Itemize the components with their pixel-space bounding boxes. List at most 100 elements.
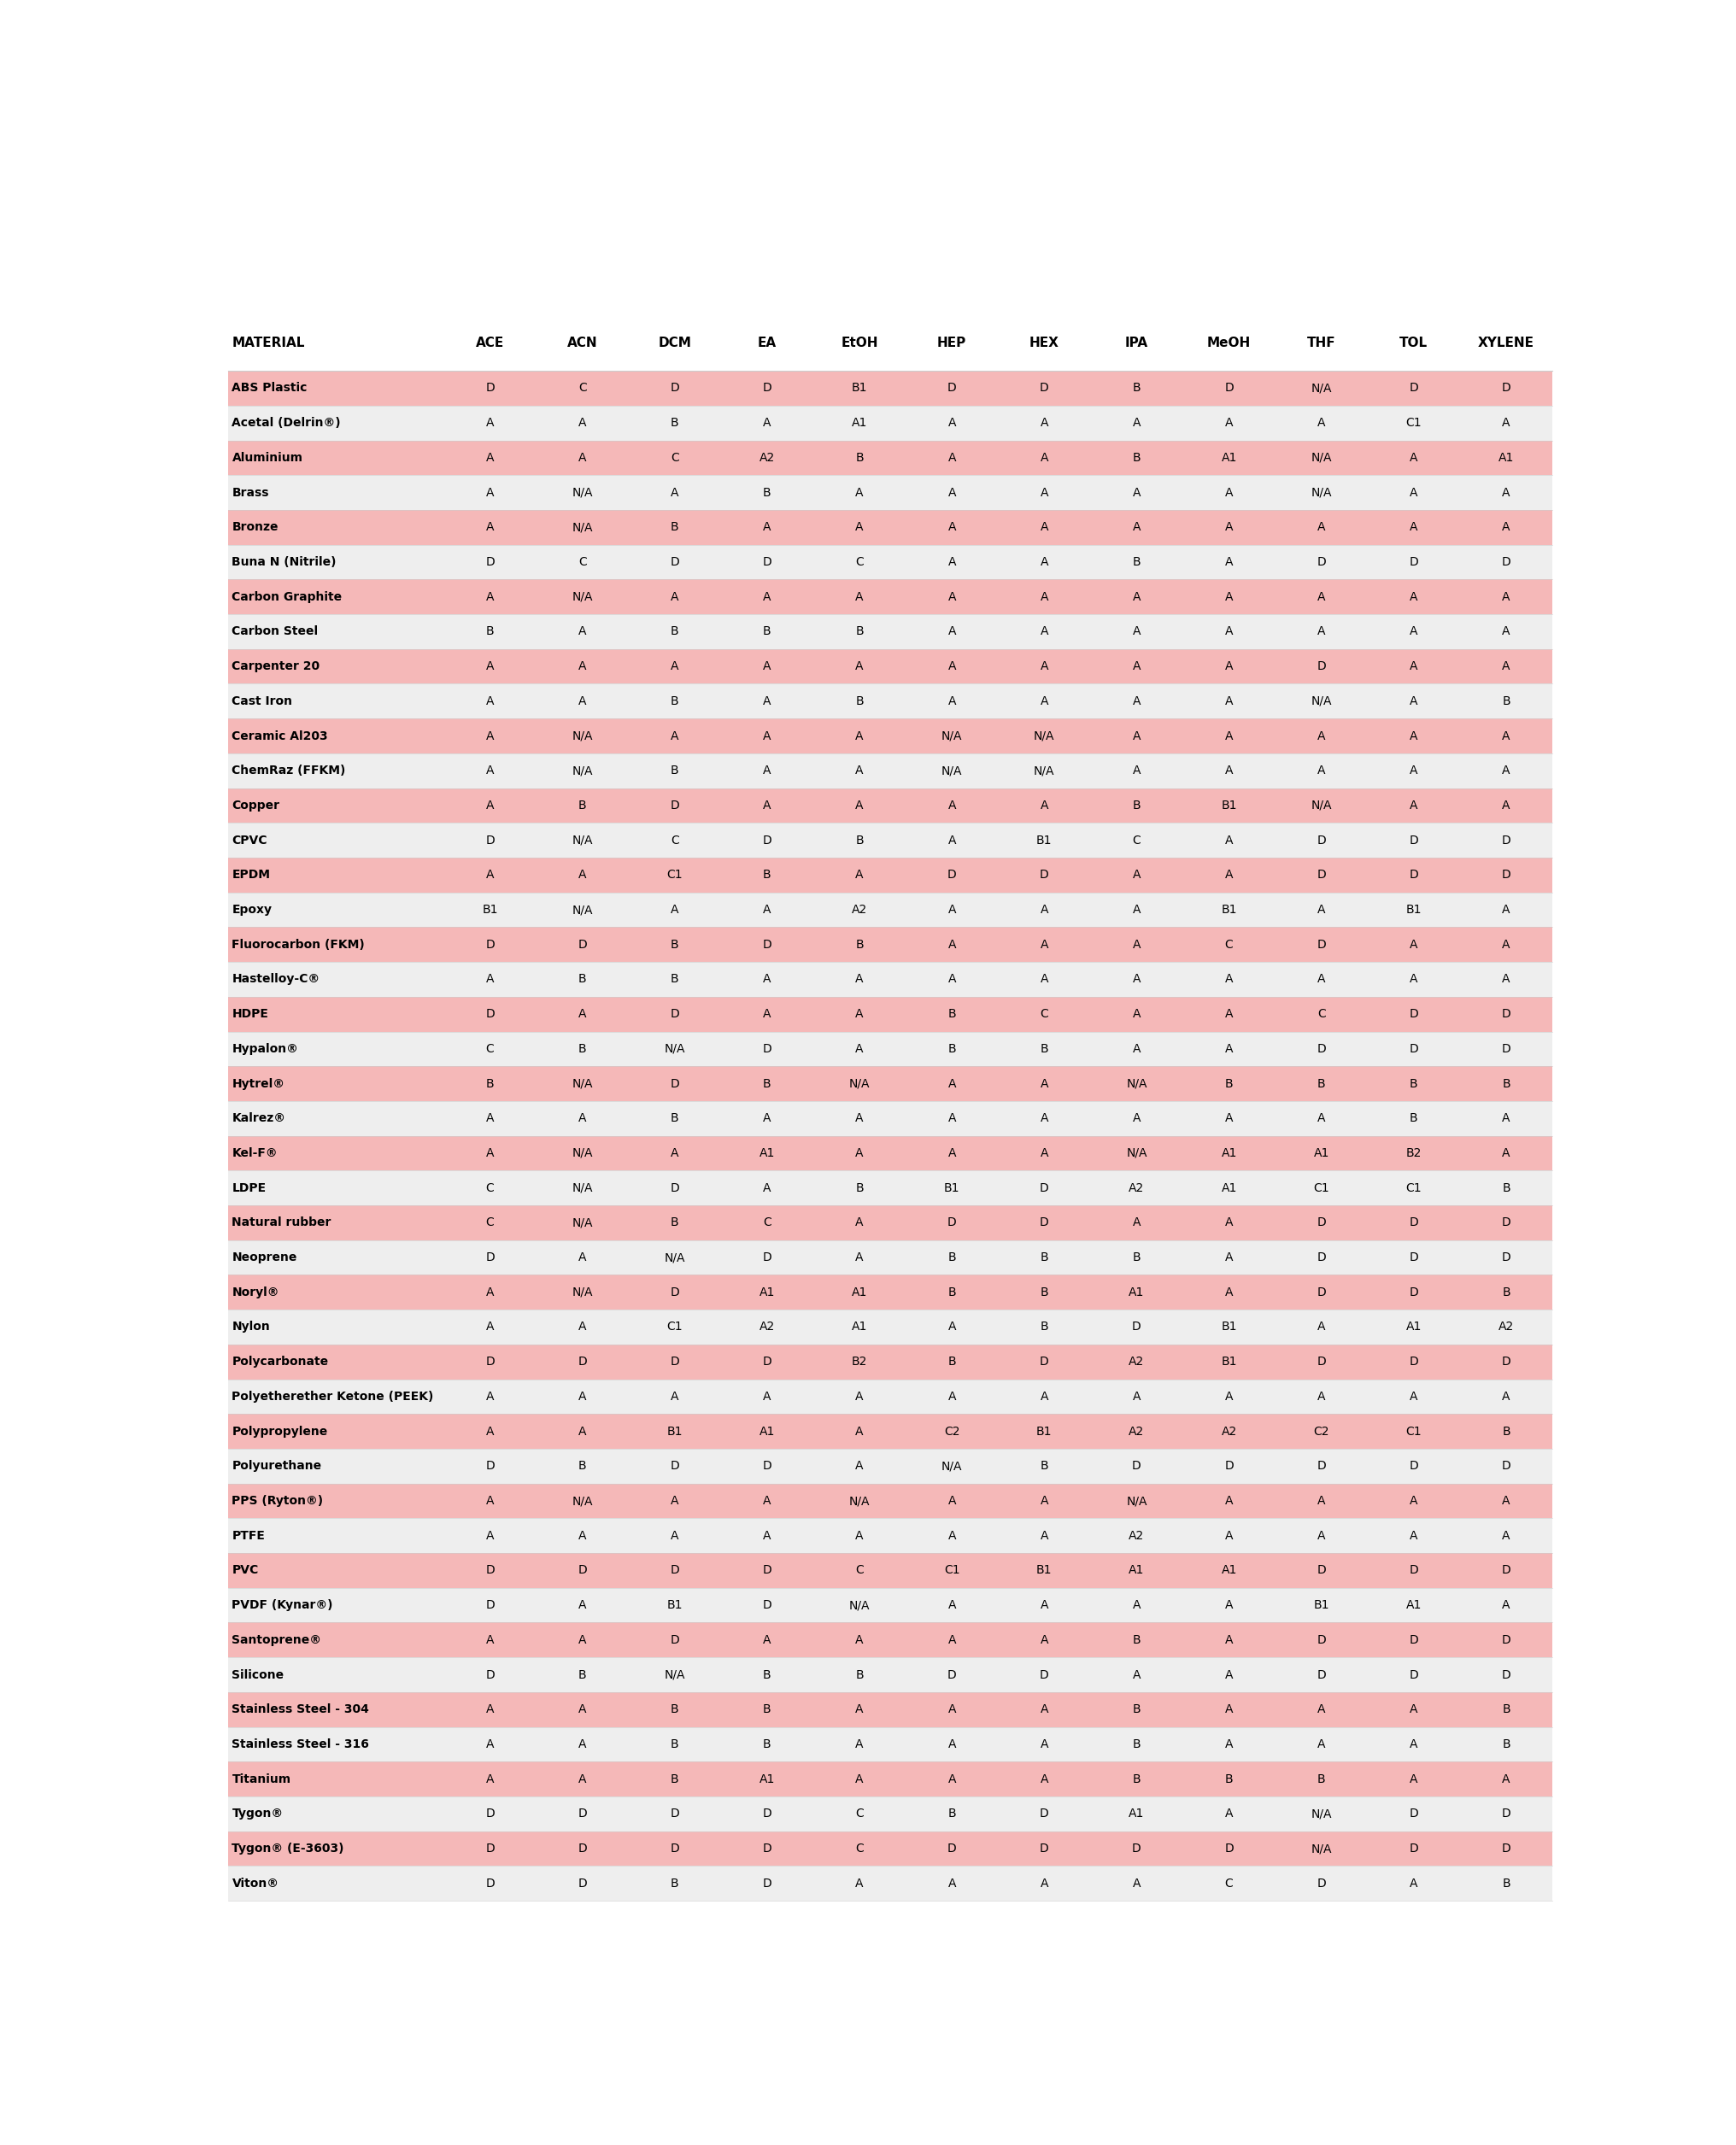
Text: A: A <box>1410 974 1417 985</box>
Text: D: D <box>670 1287 679 1298</box>
Bar <box>227 961 1552 997</box>
Text: DCM: DCM <box>658 337 691 350</box>
Text: A: A <box>486 1529 493 1542</box>
Text: D: D <box>762 382 771 395</box>
Text: A: A <box>1502 729 1510 742</box>
Bar <box>227 1692 1552 1727</box>
Text: N/A: N/A <box>571 729 592 742</box>
Text: B: B <box>1224 1077 1233 1090</box>
Text: A: A <box>1224 974 1233 985</box>
Bar <box>227 1622 1552 1658</box>
Text: CPVC: CPVC <box>233 834 267 847</box>
Text: C: C <box>1040 1008 1049 1021</box>
Text: A: A <box>856 1461 863 1471</box>
Text: A: A <box>578 416 587 429</box>
Text: A1: A1 <box>759 1426 774 1437</box>
Text: C: C <box>578 556 587 568</box>
Text: N/A: N/A <box>663 1251 686 1263</box>
Text: C: C <box>486 1182 493 1195</box>
Text: N/A: N/A <box>571 766 592 776</box>
Text: Polycarbonate: Polycarbonate <box>233 1356 328 1369</box>
Text: ABS Plastic: ABS Plastic <box>233 382 307 395</box>
Text: D: D <box>1502 1843 1510 1855</box>
Text: A: A <box>1224 1008 1233 1021</box>
Bar <box>227 1727 1552 1761</box>
Text: D: D <box>670 1461 679 1471</box>
Text: A: A <box>1316 903 1325 916</box>
Text: C1: C1 <box>667 869 682 882</box>
Text: A: A <box>486 487 493 498</box>
Text: A1: A1 <box>1220 1182 1236 1195</box>
Text: A2: A2 <box>1128 1182 1144 1195</box>
Text: A: A <box>486 729 493 742</box>
Text: A: A <box>1040 487 1049 498</box>
Bar <box>227 1311 1552 1345</box>
Text: D: D <box>484 1808 495 1819</box>
Text: B: B <box>762 869 771 882</box>
Text: A: A <box>1410 590 1417 603</box>
Text: A: A <box>1224 556 1233 568</box>
Text: N/A: N/A <box>571 590 592 603</box>
Text: A: A <box>762 1113 771 1124</box>
Text: A: A <box>1502 590 1510 603</box>
Text: D: D <box>1408 1042 1418 1055</box>
Text: B: B <box>1132 1774 1141 1785</box>
Text: N/A: N/A <box>849 1077 870 1090</box>
Text: A: A <box>1040 695 1049 708</box>
Text: A: A <box>1132 1877 1141 1890</box>
Bar <box>227 579 1552 613</box>
Text: A: A <box>1502 800 1510 811</box>
Text: C: C <box>1132 834 1141 847</box>
Text: D: D <box>1502 1008 1510 1021</box>
Text: A1: A1 <box>1312 1148 1328 1158</box>
Text: A: A <box>1410 1529 1417 1542</box>
Text: A: A <box>1040 903 1049 916</box>
Bar <box>227 1519 1552 1553</box>
Bar <box>227 892 1552 927</box>
Text: A: A <box>1224 416 1233 429</box>
Text: A: A <box>486 1113 493 1124</box>
Text: B: B <box>1224 1774 1233 1785</box>
Text: D: D <box>578 1877 587 1890</box>
Text: D: D <box>670 1077 679 1090</box>
Text: D: D <box>1502 1356 1510 1369</box>
Text: A: A <box>670 1495 679 1508</box>
Text: A: A <box>948 1703 955 1716</box>
Bar <box>227 1171 1552 1205</box>
Text: A: A <box>670 903 679 916</box>
Text: D: D <box>1316 1877 1325 1890</box>
Text: B: B <box>1502 695 1510 708</box>
Text: D: D <box>1316 661 1325 671</box>
Text: A: A <box>1224 1390 1233 1403</box>
Text: A2: A2 <box>851 903 866 916</box>
Text: D: D <box>762 1042 771 1055</box>
Text: B: B <box>762 1077 771 1090</box>
Text: A: A <box>486 590 493 603</box>
Text: D: D <box>1132 1843 1141 1855</box>
Text: D: D <box>1224 1843 1233 1855</box>
Bar <box>227 858 1552 892</box>
Text: A: A <box>856 661 863 671</box>
Text: A: A <box>670 729 679 742</box>
Text: Santoprene®: Santoprene® <box>233 1634 321 1645</box>
Text: A: A <box>856 1426 863 1437</box>
Text: B: B <box>762 487 771 498</box>
Text: A: A <box>1224 1600 1233 1611</box>
Text: B1: B1 <box>1036 1426 1052 1437</box>
Text: D: D <box>1408 1287 1418 1298</box>
Bar <box>227 1345 1552 1379</box>
Text: A: A <box>1132 766 1141 776</box>
Text: B: B <box>670 695 679 708</box>
Text: A: A <box>1316 1737 1325 1750</box>
Text: D: D <box>1502 1216 1510 1229</box>
Text: D: D <box>762 1251 771 1263</box>
Text: D: D <box>1040 1356 1049 1369</box>
Text: A: A <box>856 1390 863 1403</box>
Text: D: D <box>670 382 679 395</box>
Text: A: A <box>1410 1390 1417 1403</box>
Text: D: D <box>1408 1564 1418 1577</box>
Text: D: D <box>762 1461 771 1471</box>
Text: N/A: N/A <box>571 1287 592 1298</box>
Text: A: A <box>1316 1321 1325 1332</box>
Bar <box>227 1379 1552 1414</box>
